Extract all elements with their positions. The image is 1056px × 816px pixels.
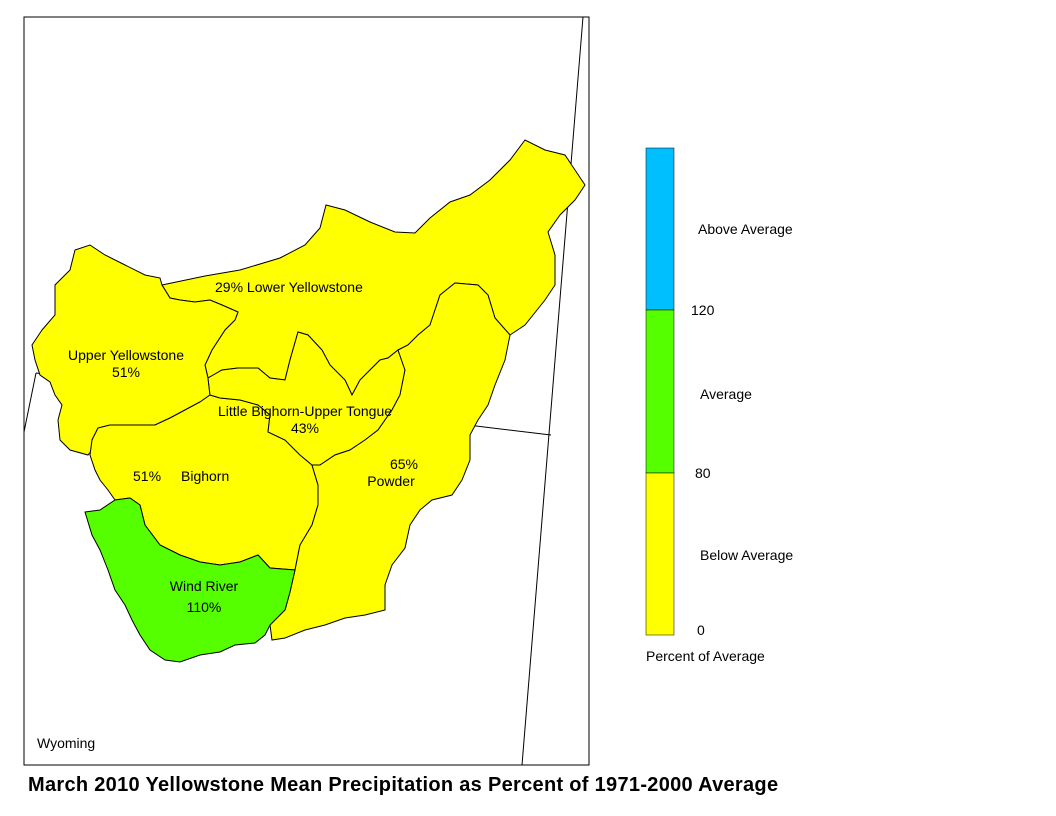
legend-break-80: 80 <box>695 465 711 481</box>
label-bighorn-value: 51% <box>133 468 162 484</box>
basin-powder[interactable] <box>269 282 511 641</box>
state-border-line <box>23 372 37 433</box>
label-powder-name: Powder <box>367 473 415 489</box>
legend-break-0: 0 <box>697 622 705 638</box>
legend-label-below: Below Average <box>700 547 794 563</box>
label-powder-value: 65% <box>389 456 419 472</box>
label-little-bighorn-name: Little Bighorn-Upper Tongue <box>217 403 393 419</box>
map-title: March 2010 Yellowstone Mean Precipitatio… <box>28 774 779 796</box>
legend-label-average: Average <box>700 386 752 402</box>
legend-title: Percent of Average <box>646 648 765 664</box>
basin-wind-river[interactable] <box>84 497 296 663</box>
label-lower-yellowstone: 29% Lower Yellowstone <box>215 279 363 295</box>
legend-swatch-below <box>645 472 675 636</box>
label-bighorn-name: Bighorn <box>181 468 230 484</box>
label-little-bighorn-upper-tongue: Little Bighorn-Upper Tongue 43% <box>218 403 392 437</box>
label-powder: 65% Powder <box>364 456 418 490</box>
label-wind-river-name: Wind River <box>169 578 239 594</box>
legend-swatch-above <box>645 147 675 311</box>
label-little-bighorn-value: 43% <box>290 420 320 436</box>
label-upper-yellowstone-value: 51% <box>111 364 141 380</box>
legend-label-above: Above Average <box>698 221 793 237</box>
label-wind-river: Wind River 110% <box>170 578 238 616</box>
state-border-line <box>521 16 584 766</box>
legend-swatch-average <box>645 309 675 474</box>
legend-break-120: 120 <box>691 302 715 318</box>
label-upper-yellowstone-name: Upper Yellowstone <box>68 347 184 363</box>
label-wind-river-value: 110% <box>186 599 222 615</box>
label-upper-yellowstone: Upper Yellowstone 51% <box>68 347 184 381</box>
state-label: Wyoming <box>37 735 96 751</box>
